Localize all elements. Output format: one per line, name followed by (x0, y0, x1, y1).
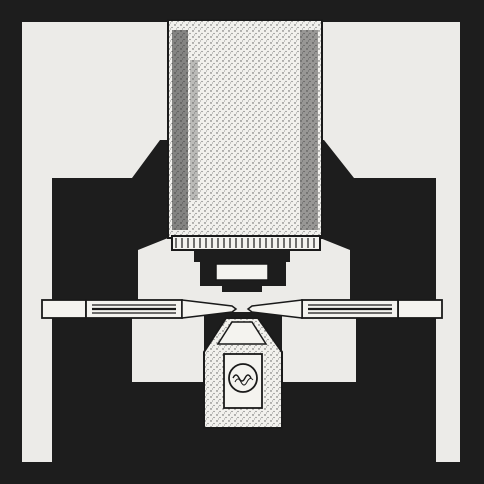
lens-block (194, 250, 290, 292)
base-plate (52, 440, 436, 462)
upper-column (167, 19, 323, 239)
column-collar (171, 235, 321, 251)
dark-housing (52, 140, 436, 462)
left-holder-rod (41, 299, 238, 319)
specimen-disc (228, 363, 258, 393)
right-holder-rod (246, 299, 443, 319)
